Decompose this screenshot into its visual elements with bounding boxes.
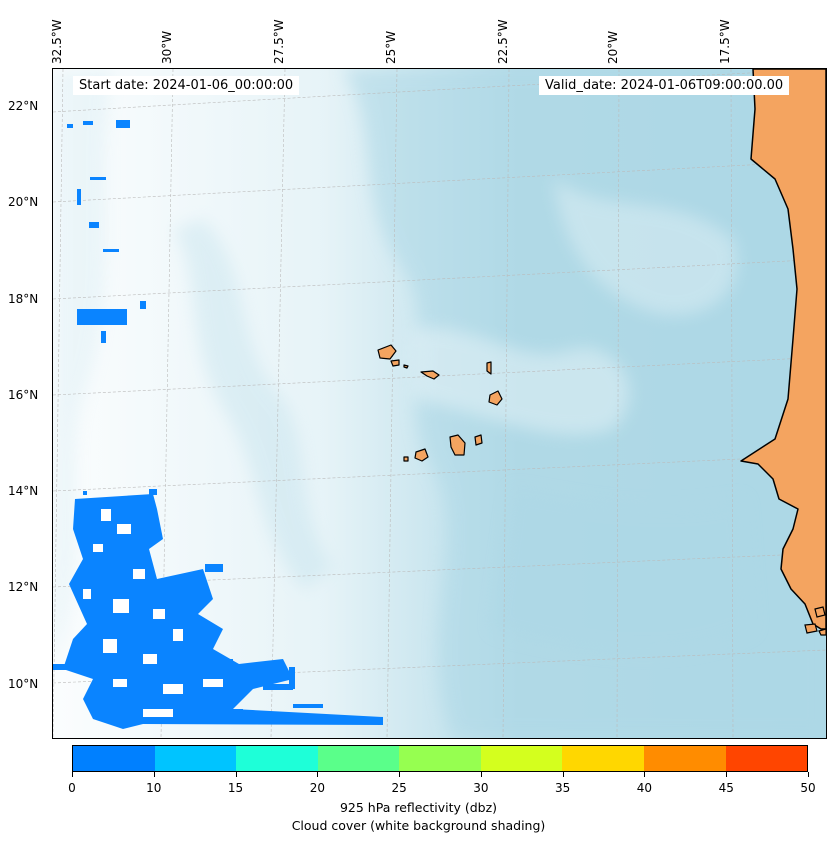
colorbar-tick-label: 30 xyxy=(473,781,489,795)
colorbar-tick-mark xyxy=(153,772,155,777)
colorbar-tick-label: 45 xyxy=(718,781,734,795)
colorbar-tick-label: 35 xyxy=(555,781,571,795)
colorbar-tick-label: 20 xyxy=(309,781,325,795)
colorbar-tick-mark xyxy=(72,772,73,777)
lon-label-32-5w: 32.5°W xyxy=(50,19,64,64)
colorbar-segment-6 xyxy=(562,746,644,771)
colorbar-segment-4 xyxy=(399,746,481,771)
lon-label-17-5w: 17.5°W xyxy=(718,19,732,64)
colorbar-segment-7 xyxy=(643,746,726,771)
colorbar-tick-mark xyxy=(808,772,809,777)
colorbar-tick-mark xyxy=(317,772,319,777)
reflectivity-0-10-patches xyxy=(53,120,383,729)
lat-label-16n: 16°N xyxy=(8,388,39,402)
colorbar-tick-mark xyxy=(562,772,564,777)
lon-label-30w: 30°W xyxy=(160,30,174,64)
colorbar-tick-label: 40 xyxy=(636,781,653,795)
colorbar-tick-mark xyxy=(235,772,237,777)
valid-date-label: Valid_date: 2024-01-06T09:00:00.00 xyxy=(539,76,790,95)
colorbar-segment-5 xyxy=(480,746,563,771)
colorbar-label-cloud-cover: Cloud cover (white background shading) xyxy=(291,818,546,833)
start-date-label: Start date: 2024-01-06_00:00:00 xyxy=(73,76,300,95)
lon-label-25w: 25°W xyxy=(384,30,398,64)
lat-label-14n: 14°N xyxy=(8,484,39,498)
reflectivity-gaps xyxy=(83,509,223,717)
lat-label-10n: 10°N xyxy=(8,677,39,691)
colorbar-tick-label: 10 xyxy=(146,781,162,795)
cape-verde-islands xyxy=(377,344,503,462)
lat-label-22n: 22°N xyxy=(8,99,39,113)
colorbar-segment-2 xyxy=(236,746,318,771)
colorbar-segment-1 xyxy=(154,746,237,771)
lon-label-27-5w: 27.5°W xyxy=(272,19,286,64)
lat-label-18n: 18°N xyxy=(8,292,39,306)
colorbar-tick-label: 0 xyxy=(68,781,76,795)
colorbar-tick-label: 50 xyxy=(800,781,816,795)
colorbar-segment-0 xyxy=(73,746,155,771)
cloud-cover-shading xyxy=(53,69,826,738)
colorbar-tick-mark xyxy=(480,772,482,777)
colorbar-segment-3 xyxy=(317,746,400,771)
colorbar-tick-mark xyxy=(726,772,728,777)
colorbar-tick-mark xyxy=(399,772,401,777)
colorbar xyxy=(72,745,808,772)
lat-label-20n: 20°N xyxy=(8,195,39,209)
lon-label-20w: 20°W xyxy=(606,30,620,64)
lat-label-12n: 12°N xyxy=(8,580,39,594)
lon-label-22-5w: 22.5°W xyxy=(496,19,510,64)
map-canvas xyxy=(53,69,826,738)
colorbar-tick-mark xyxy=(644,772,646,777)
map-panel xyxy=(52,68,827,739)
colorbar-label-reflectivity: 925 hPa reflectivity (dbz) xyxy=(339,800,498,815)
africa-landmass xyxy=(740,69,826,630)
colorbar-segment-8 xyxy=(725,746,808,771)
bissagos-islands xyxy=(804,606,826,636)
colorbar-tick-label: 25 xyxy=(391,781,407,795)
colorbar-tick-label: 15 xyxy=(227,781,244,795)
